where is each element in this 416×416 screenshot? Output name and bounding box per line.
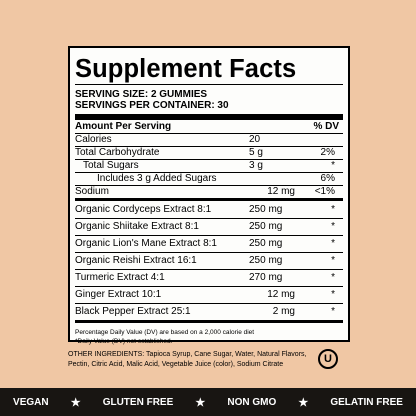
extract-amount: 12 mg xyxy=(267,289,295,300)
star-icon: ★ xyxy=(298,396,309,409)
nutrient-name: Sodium xyxy=(75,186,109,197)
footnote: Percentage Daily Value (DV) are based on… xyxy=(75,323,343,346)
divider-medium xyxy=(75,198,343,201)
claim-gluten-free: GLUTEN FREE xyxy=(102,396,174,408)
nutrient-row: Total Sugars 3 g * xyxy=(75,159,343,172)
nutrient-row: Total Carbohydrate 5 g 2% xyxy=(75,146,343,159)
claim-non-gmo: NON GMO xyxy=(227,396,277,408)
extract-amount: 2 mg xyxy=(272,306,295,317)
nutrient-name: Calories xyxy=(75,134,112,145)
extract-row: Organic Shiitake Extract 8:1 250 mg * xyxy=(75,218,343,235)
extract-row: Ginger Extract 10:1 12 mg * xyxy=(75,286,343,303)
nutrient-dv: 2% xyxy=(320,147,335,158)
header-amount-per-serving: Amount Per Serving xyxy=(75,120,172,132)
nutrient-row: Sodium 12 mg <1% xyxy=(75,185,343,198)
claims-banner: VEGAN ★ GLUTEN FREE ★ NON GMO ★ GELATIN … xyxy=(0,388,416,416)
kosher-mark-letter: U xyxy=(324,352,332,365)
other-ingredients: OTHER INGREDIENTS: Tapioca Syrup, Cane S… xyxy=(68,351,307,368)
extract-amount: 250 mg xyxy=(249,203,283,215)
extract-name: Ginger Extract 10:1 xyxy=(75,289,162,300)
divider-thick xyxy=(75,114,343,120)
nutrient-row: Calories 20 xyxy=(75,133,343,146)
servings-per-container: SERVINGS PER CONTAINER: 30 xyxy=(75,100,229,111)
nutrient-dv: 6% xyxy=(320,173,335,184)
nutrient-amount: 5 g xyxy=(249,147,263,158)
supplement-facts-panel: Supplement Facts SERVING SIZE: 2 GUMMIES… xyxy=(68,46,350,345)
nutrient-row: Includes 3 g Added Sugars 6% xyxy=(75,172,343,185)
star-icon: ★ xyxy=(70,396,81,409)
extract-row: Black Pepper Extract 25:1 2 mg * xyxy=(75,303,343,320)
star-icon: ★ xyxy=(195,396,206,409)
extract-row: Organic Cordyceps Extract 8:1 250 mg * xyxy=(75,201,343,218)
extract-row: Organic Reishi Extract 16:1 250 mg * xyxy=(75,252,343,269)
extract-row: Turmeric Extract 4:1 270 mg * xyxy=(75,269,343,286)
table-header: Amount Per Serving % DV xyxy=(75,120,343,133)
extract-row: Organic Lion's Mane Extract 8:1 250 mg * xyxy=(75,235,343,252)
nutrient-amount: 12 mg xyxy=(267,186,295,197)
claim-gelatin-free: GELATIN FREE xyxy=(330,396,403,408)
extract-amount: 250 mg xyxy=(249,255,283,266)
extract-name: Turmeric Extract 4:1 xyxy=(75,272,165,283)
nutrient-dv: * xyxy=(331,160,335,171)
header-dv: % DV xyxy=(313,120,339,132)
extract-dv: * xyxy=(331,272,335,283)
divider xyxy=(75,84,343,85)
extract-dv: * xyxy=(331,289,335,300)
nutrient-amount: 20 xyxy=(249,134,261,145)
panel-title: Supplement Facts xyxy=(75,55,297,83)
nutrient-dv: <1% xyxy=(314,186,335,197)
extract-amount: 250 mg xyxy=(249,221,283,232)
serving-size: SERVING SIZE: 2 GUMMIES xyxy=(75,89,208,100)
extract-dv: * xyxy=(331,255,335,266)
extract-dv: * xyxy=(331,306,335,317)
claim-vegan: VEGAN xyxy=(13,396,49,408)
nutrient-name: Total Sugars xyxy=(83,160,139,171)
nutrient-name: Total Carbohydrate xyxy=(75,147,160,158)
footnote-dv-not-established: *Daily Value (DV) not established. xyxy=(75,338,173,345)
divider-medium xyxy=(75,320,343,323)
extract-amount: 270 mg xyxy=(249,272,283,283)
extract-dv: * xyxy=(331,203,335,215)
extract-name: Organic Shiitake Extract 8:1 xyxy=(75,221,199,232)
nutrient-amount: 3 g xyxy=(249,160,263,171)
extract-dv: * xyxy=(331,221,335,232)
footnote-dv-basis: Percentage Daily Value (DV) are based on… xyxy=(75,329,255,336)
nutrient-name: Includes 3 g Added Sugars xyxy=(97,173,217,184)
extract-name: Organic Reishi Extract 16:1 xyxy=(75,255,197,266)
extract-name: Organic Lion's Mane Extract 8:1 xyxy=(75,238,217,249)
kosher-certification-icon: U xyxy=(318,349,338,369)
extract-amount: 250 mg xyxy=(249,238,283,249)
extract-dv: * xyxy=(331,238,335,249)
extract-name: Black Pepper Extract 25:1 xyxy=(75,306,191,317)
extract-name: Organic Cordyceps Extract 8:1 xyxy=(75,203,212,215)
